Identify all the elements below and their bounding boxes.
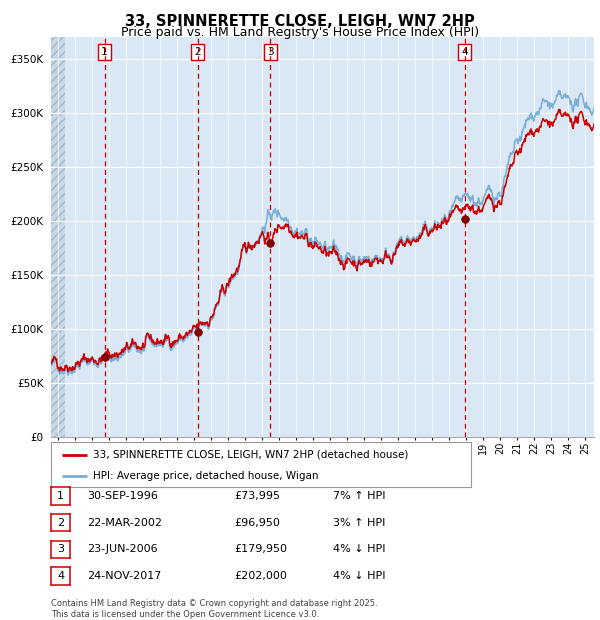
Text: £73,995: £73,995 [234, 491, 280, 501]
Text: 1: 1 [101, 47, 108, 57]
Text: 4: 4 [461, 47, 468, 57]
Text: 33, SPINNERETTE CLOSE, LEIGH, WN7 2HP (detached house): 33, SPINNERETTE CLOSE, LEIGH, WN7 2HP (d… [93, 450, 409, 459]
Text: 2: 2 [194, 47, 201, 57]
Text: 4% ↓ HPI: 4% ↓ HPI [333, 571, 386, 581]
Text: HPI: Average price, detached house, Wigan: HPI: Average price, detached house, Wiga… [93, 471, 319, 480]
Text: 3: 3 [267, 47, 274, 57]
Text: 3% ↑ HPI: 3% ↑ HPI [333, 518, 385, 528]
Text: 24-NOV-2017: 24-NOV-2017 [87, 571, 161, 581]
Text: 23-JUN-2006: 23-JUN-2006 [87, 544, 158, 554]
Text: 4: 4 [57, 571, 64, 581]
Text: Price paid vs. HM Land Registry's House Price Index (HPI): Price paid vs. HM Land Registry's House … [121, 26, 479, 39]
Text: 22-MAR-2002: 22-MAR-2002 [87, 518, 162, 528]
Text: 2: 2 [57, 518, 64, 528]
Text: £96,950: £96,950 [234, 518, 280, 528]
Bar [51, 37, 65, 437]
Text: 1: 1 [57, 491, 64, 501]
Bar [51, 37, 65, 437]
Text: 33, SPINNERETTE CLOSE, LEIGH, WN7 2HP: 33, SPINNERETTE CLOSE, LEIGH, WN7 2HP [125, 14, 475, 29]
Text: £202,000: £202,000 [234, 571, 287, 581]
Text: Contains HM Land Registry data © Crown copyright and database right 2025.
This d: Contains HM Land Registry data © Crown c… [51, 600, 377, 619]
Text: £179,950: £179,950 [234, 544, 287, 554]
Text: 3: 3 [57, 544, 64, 554]
Text: 4% ↓ HPI: 4% ↓ HPI [333, 544, 386, 554]
Text: 30-SEP-1996: 30-SEP-1996 [87, 491, 158, 501]
Text: 7% ↑ HPI: 7% ↑ HPI [333, 491, 386, 501]
